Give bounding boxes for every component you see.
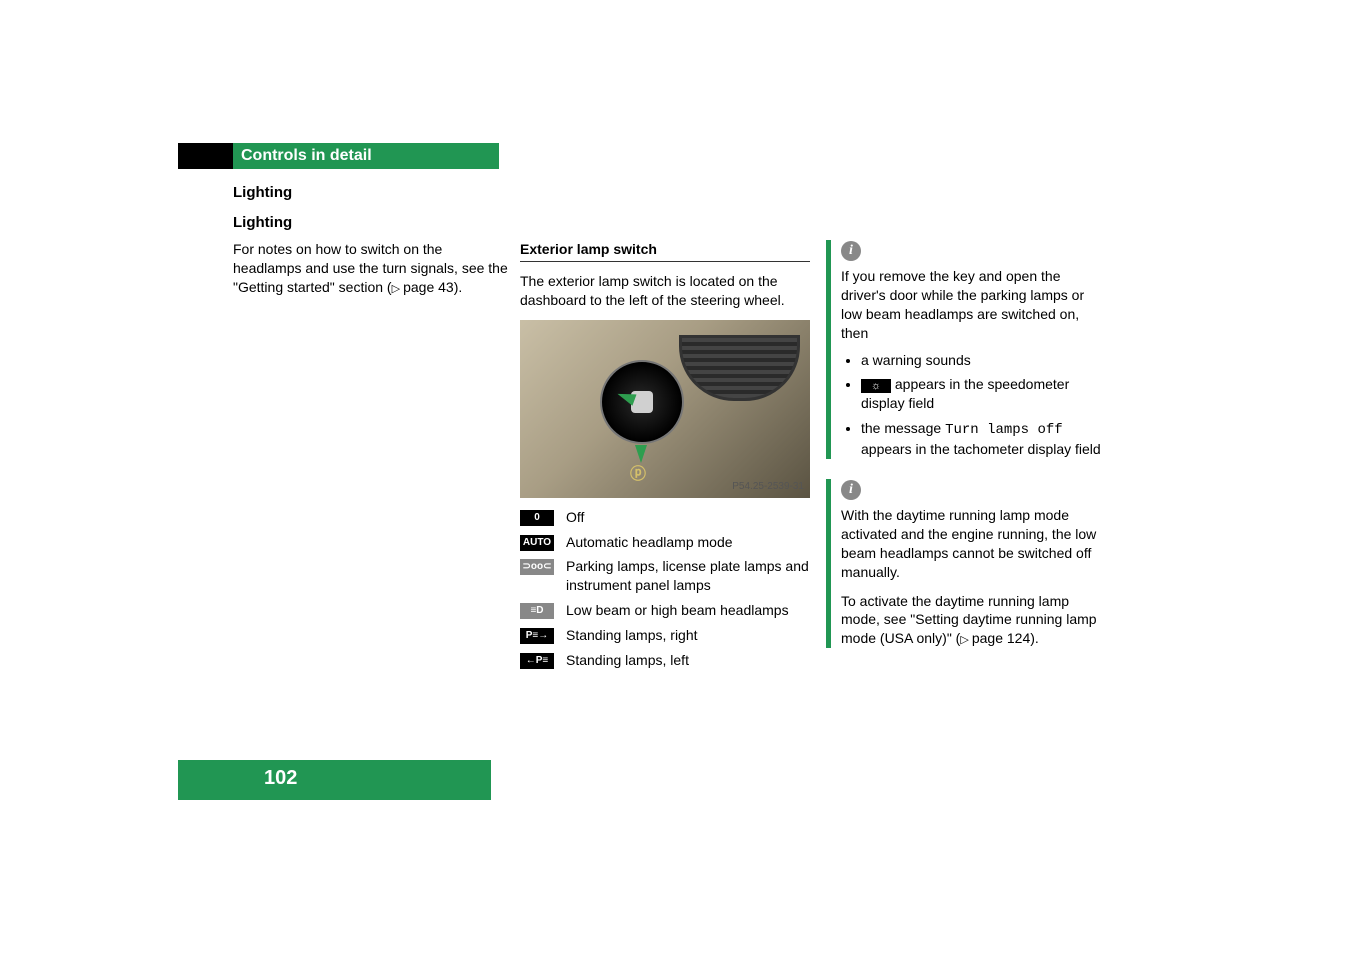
triangle-ref-icon: ▷ [960, 634, 972, 646]
legend-row: P≡→ Standing lamps, right [520, 626, 810, 645]
exterior-lamp-heading: Exterior lamp switch [520, 240, 810, 259]
info-icon: i [841, 480, 861, 500]
note1-b2-text: appears in the speedometer display field [861, 376, 1069, 411]
standing-left-icon: ←P≡ [520, 653, 554, 669]
note1-bullet-2: ☼ appears in the speedometer display fie… [861, 375, 1101, 413]
legend-text: Automatic headlamp mode [566, 533, 810, 552]
parking-symbol: ⓟ [630, 464, 646, 486]
legend-text: Standing lamps, right [566, 626, 810, 645]
intro-pageref: page 43 [403, 279, 454, 295]
info-icon: i [841, 241, 861, 261]
intro-text-prefix: For notes on how to switch on the headla… [233, 241, 508, 295]
switch-location-text: The exterior lamp switch is located on t… [520, 272, 810, 310]
section-title: Lighting [233, 184, 292, 201]
sun-warning-icon: ☼ [861, 379, 891, 393]
column-2: Exterior lamp switch The exterior lamp s… [520, 240, 810, 676]
page-number-box [178, 760, 491, 800]
legend-row: AUTO Automatic headlamp mode [520, 533, 810, 552]
legend-text: Low beam or high beam headlamps [566, 601, 810, 620]
air-vent [679, 335, 800, 401]
heading-rule [520, 261, 810, 262]
subsection-title: Lighting [233, 214, 292, 231]
legend-text: Standing lamps, left [566, 651, 810, 670]
off-icon: 0 [520, 510, 554, 526]
triangle-ref-icon: ▷ [392, 283, 404, 295]
note2-p2-suffix: ). [1030, 630, 1039, 646]
legend-row: ≡D Low beam or high beam headlamps [520, 601, 810, 620]
note1-bullet-1: a warning sounds [861, 351, 1101, 370]
page-number: 102 [264, 767, 297, 790]
column-3: i If you remove the key and open the dri… [826, 240, 1101, 668]
note1-bullet-3: the message Turn lamps off appears in th… [861, 419, 1101, 459]
legend-row: ⊃oo⊂ Parking lamps, license plate lamps … [520, 557, 810, 595]
info-note-2: i With the daytime running lamp mode act… [826, 479, 1101, 648]
tab-marker [178, 143, 233, 169]
photo-reference-number: P54.25-2539-31 [732, 480, 804, 494]
parking-lamps-icon: ⊃oo⊂ [520, 559, 554, 575]
manual-page: Controls in detail Lighting Lighting For… [0, 0, 1351, 954]
auto-icon: AUTO [520, 535, 554, 551]
note1-intro: If you remove the key and open the drive… [841, 267, 1101, 343]
info-note-1: i If you remove the key and open the dri… [826, 240, 1101, 459]
display-message-text: Turn lamps off [945, 422, 1063, 438]
note2-p2: To activate the daytime running lamp mod… [841, 592, 1101, 649]
column-1: For notes on how to switch on the headla… [233, 240, 508, 307]
legend-row: 0 Off [520, 508, 810, 527]
intro-text-suffix: ). [454, 279, 463, 295]
green-arrow-icon [635, 445, 647, 463]
intro-paragraph: For notes on how to switch on the headla… [233, 240, 508, 297]
standing-right-icon: P≡→ [520, 628, 554, 644]
legend-text: Parking lamps, license plate lamps and i… [566, 557, 810, 595]
legend-text: Off [566, 508, 810, 527]
note2-p1: With the daytime running lamp mode activ… [841, 506, 1101, 582]
note1-b3-prefix: the message [861, 420, 945, 436]
legend-row: ←P≡ Standing lamps, left [520, 651, 810, 670]
chapter-header: Controls in detail [233, 143, 499, 169]
note1-b3-suffix: appears in the tachometer display field [861, 441, 1101, 457]
lamp-switch-photo: ⓟ P54.25-2539-31 [520, 320, 810, 498]
rotary-switch [600, 360, 684, 444]
note2-pageref: page 124 [972, 630, 1030, 646]
low-beam-icon: ≡D [520, 603, 554, 619]
